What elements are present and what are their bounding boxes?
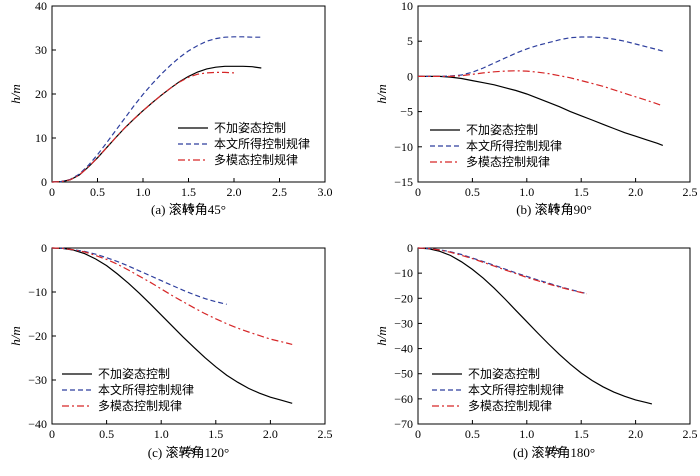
x-axis-label: t/s: [182, 442, 194, 457]
plot-frame: [417, 5, 691, 183]
x-axis-label: t/s: [548, 442, 560, 457]
x-tick-label: 1.5: [181, 185, 196, 199]
x-tick-label: 0.5: [90, 185, 105, 199]
legend-entry-2: 本文所得控制规律: [214, 136, 310, 151]
x-tick-label: 1.5: [208, 427, 223, 441]
legend-entry-2: 本文所得控制规律: [466, 138, 562, 153]
x-tick-label: 0: [415, 427, 421, 441]
x-tick-label: 2.0: [628, 427, 643, 441]
y-tick-label: −20: [28, 329, 47, 343]
y-tick-label: −10: [394, 266, 413, 280]
legend-entry-2: 本文所得控制规律: [468, 382, 564, 397]
x-tick-label: 0.5: [99, 427, 114, 441]
y-tick-label: 30: [35, 43, 47, 57]
y-tick-label: −20: [394, 291, 413, 305]
y-tick-label: −30: [28, 373, 47, 387]
x-tick-label: 0: [49, 185, 55, 199]
chart-panel-2: 0 0.5 1.0 1.5 2.0 2.5 −15 −10 −5 0 5 10 t/s h/m 不加姿态控制…: [374, 0, 698, 217]
series-line-2: [51, 247, 227, 305]
y-tick-label: 0: [407, 69, 413, 83]
y-tick-label: −40: [394, 342, 413, 356]
y-tick-label: 10: [35, 131, 47, 145]
series-line-1: [51, 247, 293, 404]
legend-entry-3: 多模态控制规律: [98, 398, 182, 413]
plot-frame: [417, 247, 691, 425]
series-line-3: [418, 70, 664, 107]
x-tick-label: 2.0: [628, 185, 643, 199]
x-tick-label: 2.0: [227, 185, 242, 199]
series-line-2: [417, 247, 587, 295]
x-tick-label: 2.5: [272, 185, 287, 199]
y-tick-label: −30: [394, 316, 413, 330]
x-tick-label: 1.5: [574, 185, 589, 199]
chart-panel-3: 0 0.5 1.0 1.5 2.0 2.5 −40 −30 −20 −10 0 t/s h/m 不加姿态控…: [8, 241, 333, 460]
legend-entry-1: 不加姿态控制: [214, 121, 286, 135]
series-line-2: [418, 36, 663, 78]
y-tick-label: 20: [35, 87, 47, 101]
x-tick-label: 2.5: [683, 185, 698, 199]
plot-frame: [51, 247, 326, 425]
x-axis-label: t/s: [548, 200, 560, 215]
y-tick-label: −50: [394, 367, 413, 381]
y-axis-label: h/m: [374, 84, 389, 104]
y-axis-label: h/m: [374, 326, 389, 346]
legend-entry-1: 不加姿态控制: [98, 367, 170, 381]
chart-panel-4: 0 0.5 1.0 1.5 2.0 2.5 −70 −60 −50 −40 −30 −20 −10 0 t/…: [374, 241, 698, 460]
x-tick-label: 1.0: [519, 427, 534, 441]
legend-entry-2: 本文所得控制规律: [98, 382, 194, 397]
legend-entry-1: 不加姿态控制: [466, 123, 538, 137]
y-tick-label: −70: [394, 417, 413, 431]
y-tick-label: 5: [407, 34, 413, 48]
x-tick-label: 1.0: [136, 185, 151, 199]
chart-panel-1: 0 0.5 1.0 1.5 2.0 2.5 3.0 0 10 20 30 40 t/s h/m 不加姿态控制…: [8, 0, 333, 217]
series-line-1: [418, 75, 664, 146]
y-tick-label: −60: [394, 392, 413, 406]
legend-entry-3: 多模态控制规律: [466, 154, 550, 169]
legend-entry-3: 多模态控制规律: [468, 398, 552, 413]
series-line-3: [51, 247, 293, 345]
panel-caption: (c) 滚转角120°: [148, 445, 229, 460]
series-line-3: [417, 247, 587, 295]
y-tick-label: 10: [401, 0, 413, 13]
x-axis-label: t/s: [182, 200, 194, 215]
series-line-3: [51, 71, 235, 183]
y-tick-label: −10: [394, 140, 413, 154]
x-tick-label: 1.5: [574, 427, 589, 441]
x-tick-label: 2.0: [263, 427, 278, 441]
panel-caption: (a) 滚转角45°: [151, 202, 226, 217]
y-tick-label: 0: [41, 175, 47, 189]
x-tick-label: 1.0: [154, 427, 169, 441]
y-tick-label: −5: [400, 105, 413, 119]
legend-entry-3: 多模态控制规律: [214, 152, 298, 167]
y-tick-label: −40: [28, 417, 47, 431]
y-tick-label: 0: [407, 241, 413, 255]
x-tick-label: 0: [49, 427, 55, 441]
x-tick-label: 2.5: [318, 427, 333, 441]
series-line-2: [51, 36, 262, 183]
y-axis-label: h/m: [8, 84, 23, 104]
x-tick-label: 0.5: [465, 185, 480, 199]
panel-caption: (b) 滚转角90°: [516, 202, 592, 217]
y-tick-label: −15: [394, 175, 413, 189]
y-axis-label: h/m: [8, 326, 23, 346]
legend-entry-1: 不加姿态控制: [468, 367, 540, 381]
y-tick-label: −10: [28, 285, 47, 299]
x-tick-label: 0: [415, 185, 421, 199]
x-tick-label: 0.5: [465, 427, 480, 441]
panel-caption: (d) 滚转角180°: [513, 445, 595, 460]
x-tick-label: 2.5: [683, 427, 698, 441]
y-tick-label: 0: [41, 241, 47, 255]
y-tick-label: 40: [35, 0, 47, 13]
series-line-1: [417, 247, 653, 405]
x-tick-label: 3.0: [318, 185, 333, 199]
x-tick-label: 1.0: [519, 185, 534, 199]
